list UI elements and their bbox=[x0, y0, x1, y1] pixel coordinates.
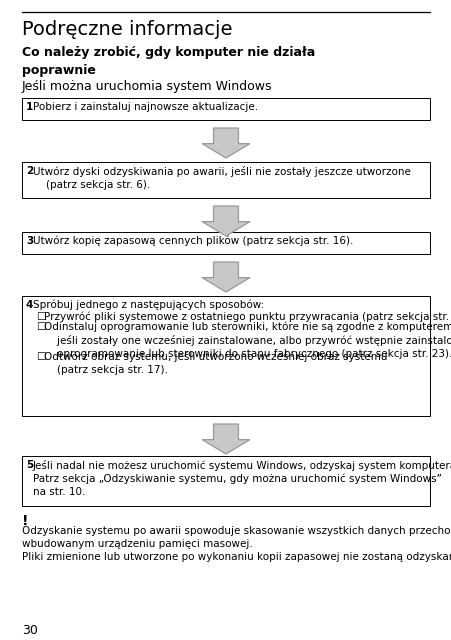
Polygon shape bbox=[202, 206, 249, 236]
Text: Jeśli można uruchomia system Windows: Jeśli można uruchomia system Windows bbox=[22, 80, 272, 93]
Bar bbox=[22, 98, 429, 120]
Text: Co należy zrobić, gdy komputer nie działa
poprawnie: Co należy zrobić, gdy komputer nie dział… bbox=[22, 46, 314, 77]
Text: Podręczne informacje: Podręczne informacje bbox=[22, 20, 232, 39]
Text: Pliki zmienione lub utworzone po wykonaniu kopii zapasowej nie zostaną odzyskane: Pliki zmienione lub utworzone po wykonan… bbox=[22, 552, 451, 562]
Text: 4: 4 bbox=[26, 300, 33, 310]
Text: □: □ bbox=[36, 311, 46, 321]
Polygon shape bbox=[202, 424, 249, 454]
Text: 30: 30 bbox=[22, 624, 38, 637]
Polygon shape bbox=[202, 128, 249, 158]
Text: Przywróć pliki systemowe z ostatniego punktu przywracania (patrz sekcja str. 21): Przywróć pliki systemowe z ostatniego pu… bbox=[44, 311, 451, 321]
Polygon shape bbox=[202, 262, 249, 292]
Text: □: □ bbox=[36, 351, 46, 361]
Text: Odzyskanie systemu po awarii spowoduje skasowanie wszystkich danych przechowywan: Odzyskanie systemu po awarii spowoduje s… bbox=[22, 526, 451, 549]
Text: 5: 5 bbox=[26, 460, 33, 470]
Text: 1: 1 bbox=[26, 102, 33, 112]
Text: Utwórz dyski odzyskiwania po awarii, jeśli nie zostały jeszcze utworzone
    (pa: Utwórz dyski odzyskiwania po awarii, jeś… bbox=[33, 166, 410, 190]
Text: Jeśli nadal nie możesz uruchomić systemu Windows, odzyskaj system komputera.
Pat: Jeśli nadal nie możesz uruchomić systemu… bbox=[33, 460, 451, 497]
Text: Utwórz kopię zapasową cennych plików (patrz sekcja str. 16).: Utwórz kopię zapasową cennych plików (pa… bbox=[33, 236, 353, 246]
Text: Pobierz i zainstaluj najnowsze aktualizacje.: Pobierz i zainstaluj najnowsze aktualiza… bbox=[33, 102, 258, 112]
Bar bbox=[22, 296, 429, 416]
Text: □: □ bbox=[36, 321, 46, 332]
Bar bbox=[22, 162, 429, 198]
Bar bbox=[22, 232, 429, 254]
Bar bbox=[22, 456, 429, 506]
Text: 3: 3 bbox=[26, 236, 33, 246]
Text: Spróbuj jednego z następujących sposobów:: Spróbuj jednego z następujących sposobów… bbox=[33, 300, 264, 310]
Text: 2: 2 bbox=[26, 166, 33, 176]
Text: Odtwórz obraz systemu, jeśli utworzono wcześniej obraz systemu
    (patrz sekcja: Odtwórz obraz systemu, jeśli utworzono w… bbox=[44, 351, 387, 375]
Text: !: ! bbox=[22, 514, 28, 528]
Text: Odinstaluj oprogramowanie lub sterowniki, które nie są zgodne z komputerem,
    : Odinstaluj oprogramowanie lub sterowniki… bbox=[44, 321, 451, 359]
